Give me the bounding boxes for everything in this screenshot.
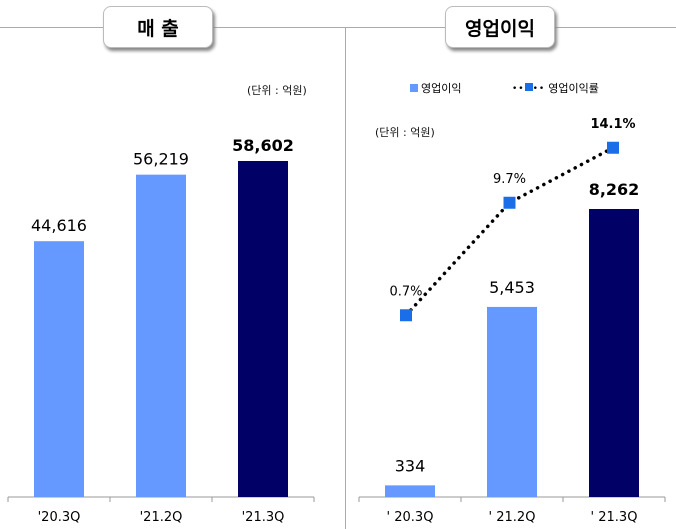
legend-bar-label: 영업이익 [421,82,462,95]
margin-line [404,146,615,317]
unit-label-left: (단위 : 억원) [247,84,307,97]
x-tick-label: ' 21.3Q [591,510,638,525]
revenue-title: 매 출 [103,6,213,48]
revenue-label: 44,616 [31,216,87,235]
legend-bar-swatch [410,84,418,92]
legend-line-label: 영업이익률 [548,82,599,95]
x-tick-label: '20.3Q [38,510,81,525]
header-line [0,27,676,28]
profit-bar [589,209,639,497]
profit-label: 8,262 [589,180,640,199]
revenue-label: 58,602 [232,136,294,155]
margin-marker [400,309,412,322]
x-tick-label: '21.3Q [242,510,285,525]
divider [345,27,346,529]
operating-profit-title: 영업이익 [445,6,555,48]
profit-label: 334 [395,456,426,475]
legend-bar: 영업이익 [410,80,461,96]
revenue-bar [34,241,84,497]
margin-label: 9.7% [493,172,526,187]
margin-marker [503,196,516,209]
unit-label-right: (단위 : 억원) [375,126,435,139]
margin-label: 14.1% [590,117,635,132]
legend-line: •• •• 영업이익률 [512,80,599,96]
profit-bar [385,485,435,497]
margin-marker [607,141,619,154]
profit-bar [487,306,537,497]
legend-line-dots: •• •• [512,82,546,94]
margin-label: 0.7% [389,284,422,299]
x-tick-label: '21.2Q [140,510,183,525]
revenue-bar [238,161,288,497]
profit-label: 5,453 [489,278,535,297]
revenue-bar [136,174,186,497]
x-tick-label: ' 20.3Q [387,510,434,525]
revenue-label: 56,219 [133,150,189,169]
x-tick-label: ' 21.2Q [489,510,536,525]
